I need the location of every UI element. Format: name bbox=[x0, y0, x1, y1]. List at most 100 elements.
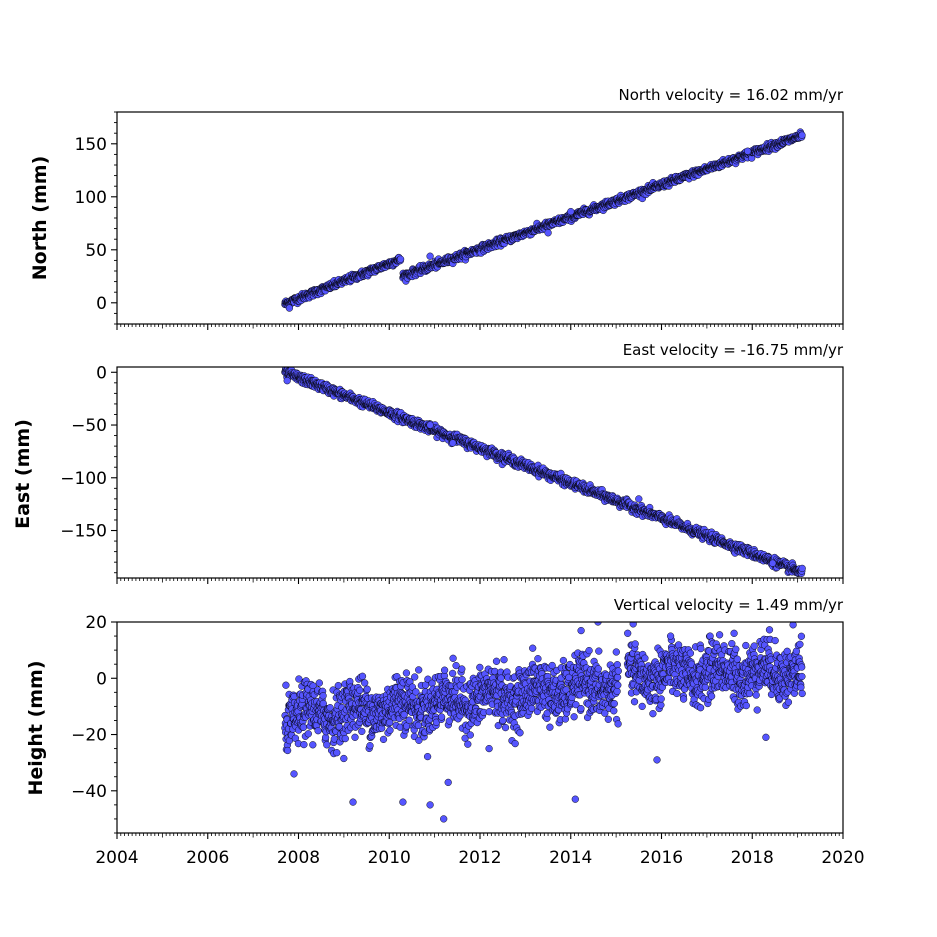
east-y-axis: 0 −50 −100 −150 bbox=[60, 363, 117, 574]
east-panel: East velocity = -16.75 mm/yr 0 −50 −100 −15… bbox=[12, 341, 844, 584]
north-y-tick-label: 100 bbox=[75, 188, 107, 208]
height-data-point bbox=[466, 731, 474, 739]
height-data-point bbox=[379, 735, 388, 744]
height-data-point bbox=[529, 644, 537, 652]
height-data-point bbox=[570, 713, 578, 721]
height-data-point bbox=[315, 679, 323, 687]
north-outlier-point bbox=[544, 229, 552, 237]
height-data-point bbox=[657, 701, 665, 709]
north-data-point bbox=[396, 255, 405, 263]
height-data-point bbox=[363, 685, 371, 693]
height-data-point bbox=[358, 727, 366, 736]
north-y-tick-label: 150 bbox=[75, 135, 107, 155]
east-panel-title: East velocity = -16.75 mm/yr bbox=[623, 341, 844, 359]
height-data-point bbox=[449, 654, 457, 662]
height-data-point bbox=[516, 729, 524, 737]
height-data-point bbox=[440, 666, 449, 674]
east-data-point bbox=[798, 564, 806, 573]
north-y-tick-label: 0 bbox=[96, 294, 107, 314]
height-data-point bbox=[630, 698, 639, 706]
height-data-point bbox=[614, 667, 622, 675]
height-data-point bbox=[604, 715, 612, 723]
east-x-axis bbox=[116, 578, 844, 584]
height-data-point bbox=[610, 707, 618, 715]
north-y-axis: 0 50 100 150 bbox=[75, 111, 117, 325]
north-data-point bbox=[798, 131, 806, 139]
height-data-point bbox=[309, 741, 317, 749]
height-data-point bbox=[613, 687, 621, 695]
height-data-point bbox=[500, 656, 508, 664]
height-markers bbox=[281, 622, 806, 823]
east-markers bbox=[281, 367, 806, 578]
height-data-point bbox=[501, 723, 510, 732]
height-data-point bbox=[613, 661, 621, 669]
north-outlier-point bbox=[567, 207, 575, 216]
height-data-point bbox=[304, 730, 312, 738]
north-markers bbox=[281, 128, 806, 312]
height-data-point bbox=[361, 679, 369, 687]
east-y-tick-label: −50 bbox=[71, 416, 107, 436]
height-data-point bbox=[415, 666, 423, 674]
height-data-point bbox=[595, 647, 603, 655]
height-data-point bbox=[323, 741, 331, 749]
height-data-point bbox=[641, 654, 649, 662]
height-data-point bbox=[358, 672, 367, 680]
height-data-point bbox=[405, 716, 413, 724]
east-outlier-point bbox=[635, 495, 643, 503]
height-data-point bbox=[458, 675, 466, 684]
height-data-point bbox=[464, 740, 472, 748]
height-data-point bbox=[534, 655, 542, 663]
east-y-axis-label: East (mm) bbox=[12, 419, 34, 529]
height-data-point bbox=[411, 673, 419, 681]
height-data-point bbox=[577, 704, 585, 713]
height-data-point bbox=[341, 734, 349, 743]
north-outlier-point bbox=[744, 147, 752, 155]
height-data-point bbox=[624, 629, 632, 637]
height-data-point bbox=[334, 681, 342, 690]
height-data-point bbox=[631, 640, 639, 648]
east-outlier-point bbox=[449, 439, 457, 447]
height-data-point bbox=[356, 686, 364, 694]
height-data-point bbox=[423, 752, 432, 761]
north-y-axis-label: North (mm) bbox=[29, 156, 51, 281]
height-data-point bbox=[657, 695, 665, 703]
height-data-point bbox=[561, 715, 570, 723]
height-data-point bbox=[319, 692, 327, 700]
north-plot-frame bbox=[116, 111, 844, 325]
east-y-tick-label: −150 bbox=[60, 522, 107, 542]
height-data-point bbox=[614, 720, 622, 728]
height-data-point bbox=[610, 699, 618, 708]
height-data-point bbox=[485, 708, 493, 716]
height-data-point bbox=[366, 742, 374, 750]
north-outlier-point bbox=[285, 304, 294, 312]
east-y-tick-label: −100 bbox=[60, 469, 107, 489]
height-data-point bbox=[614, 681, 622, 689]
east-outlier-point bbox=[426, 421, 434, 429]
height-data-point bbox=[299, 723, 308, 731]
east-outlier-point bbox=[283, 377, 291, 385]
height-data-point bbox=[649, 710, 657, 718]
height-data-point bbox=[458, 665, 466, 673]
north-panel-title: North velocity = 16.02 mm/yr bbox=[619, 86, 844, 104]
height-data-point bbox=[559, 656, 568, 665]
height-data-point bbox=[577, 626, 585, 635]
height-data-point bbox=[333, 749, 341, 757]
north-x-axis bbox=[116, 324, 844, 330]
height-data-point bbox=[594, 665, 602, 673]
height-data-point bbox=[340, 754, 348, 763]
east-y-tick-label: 0 bbox=[96, 363, 107, 383]
height-data-point bbox=[448, 669, 457, 678]
height-panel: Vertical velocity = 1.49 mm/yr 200−20−40… bbox=[25, 596, 865, 868]
north-y-tick-label: 50 bbox=[85, 241, 107, 261]
height-data-point bbox=[386, 726, 394, 734]
height-data-point bbox=[437, 713, 446, 721]
height-data-point bbox=[492, 657, 501, 665]
height-data-point bbox=[612, 648, 620, 656]
height-data-point bbox=[283, 746, 292, 755]
height-panel-title: Vertical velocity = 1.49 mm/yr bbox=[614, 596, 844, 614]
height-data-point bbox=[402, 669, 411, 677]
height-data-point bbox=[351, 733, 359, 741]
height-data-point bbox=[314, 727, 322, 735]
east-outlier-point bbox=[769, 559, 777, 567]
